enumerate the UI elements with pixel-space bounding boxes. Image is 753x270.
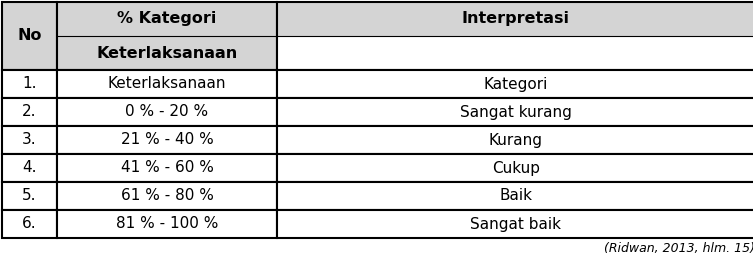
Bar — [57, 70, 277, 98]
Bar — [277, 182, 753, 210]
Bar — [57, 126, 277, 154]
Bar — [2, 98, 57, 126]
Bar — [277, 154, 753, 182]
Bar — [277, 70, 753, 98]
Bar — [57, 2, 277, 70]
Bar — [2, 2, 57, 70]
Text: 41 % - 60 %: 41 % - 60 % — [120, 160, 213, 176]
Bar — [2, 182, 57, 210]
Text: Interpretasi: Interpretasi — [462, 12, 570, 26]
Bar — [57, 182, 277, 210]
Bar — [2, 210, 57, 238]
Bar — [57, 98, 277, 126]
Text: 1.: 1. — [23, 76, 37, 92]
Bar — [2, 154, 57, 182]
Bar — [57, 154, 277, 182]
Text: (Ridwan, 2013, hlm. 15): (Ridwan, 2013, hlm. 15) — [604, 242, 753, 255]
Text: 21 % - 40 %: 21 % - 40 % — [120, 133, 213, 147]
Text: Sangat kurang: Sangat kurang — [460, 104, 572, 120]
Text: 3.: 3. — [22, 133, 37, 147]
Bar — [277, 2, 753, 70]
Bar — [57, 2, 277, 36]
Text: Keterlaksanaan: Keterlaksanaan — [108, 76, 226, 92]
Text: 5.: 5. — [23, 188, 37, 204]
Text: Kategori: Kategori — [484, 76, 548, 92]
Text: Baik: Baik — [499, 188, 532, 204]
Text: % Kategori: % Kategori — [117, 12, 217, 26]
Text: Sangat baik: Sangat baik — [471, 217, 562, 231]
Bar — [277, 36, 753, 70]
Text: 6.: 6. — [22, 217, 37, 231]
Text: Kurang: Kurang — [489, 133, 543, 147]
Text: 61 % - 80 %: 61 % - 80 % — [120, 188, 213, 204]
Text: 81 % - 100 %: 81 % - 100 % — [116, 217, 218, 231]
Text: 0 % - 20 %: 0 % - 20 % — [126, 104, 209, 120]
Bar — [2, 126, 57, 154]
Bar — [277, 210, 753, 238]
Bar — [277, 2, 753, 36]
Bar — [57, 36, 277, 70]
Bar — [57, 210, 277, 238]
Text: Cukup: Cukup — [492, 160, 540, 176]
Bar — [277, 98, 753, 126]
Text: 2.: 2. — [23, 104, 37, 120]
Bar — [2, 70, 57, 98]
Text: Keterlaksanaan: Keterlaksanaan — [96, 46, 238, 60]
Bar — [277, 126, 753, 154]
Text: No: No — [17, 29, 41, 43]
Text: 4.: 4. — [23, 160, 37, 176]
